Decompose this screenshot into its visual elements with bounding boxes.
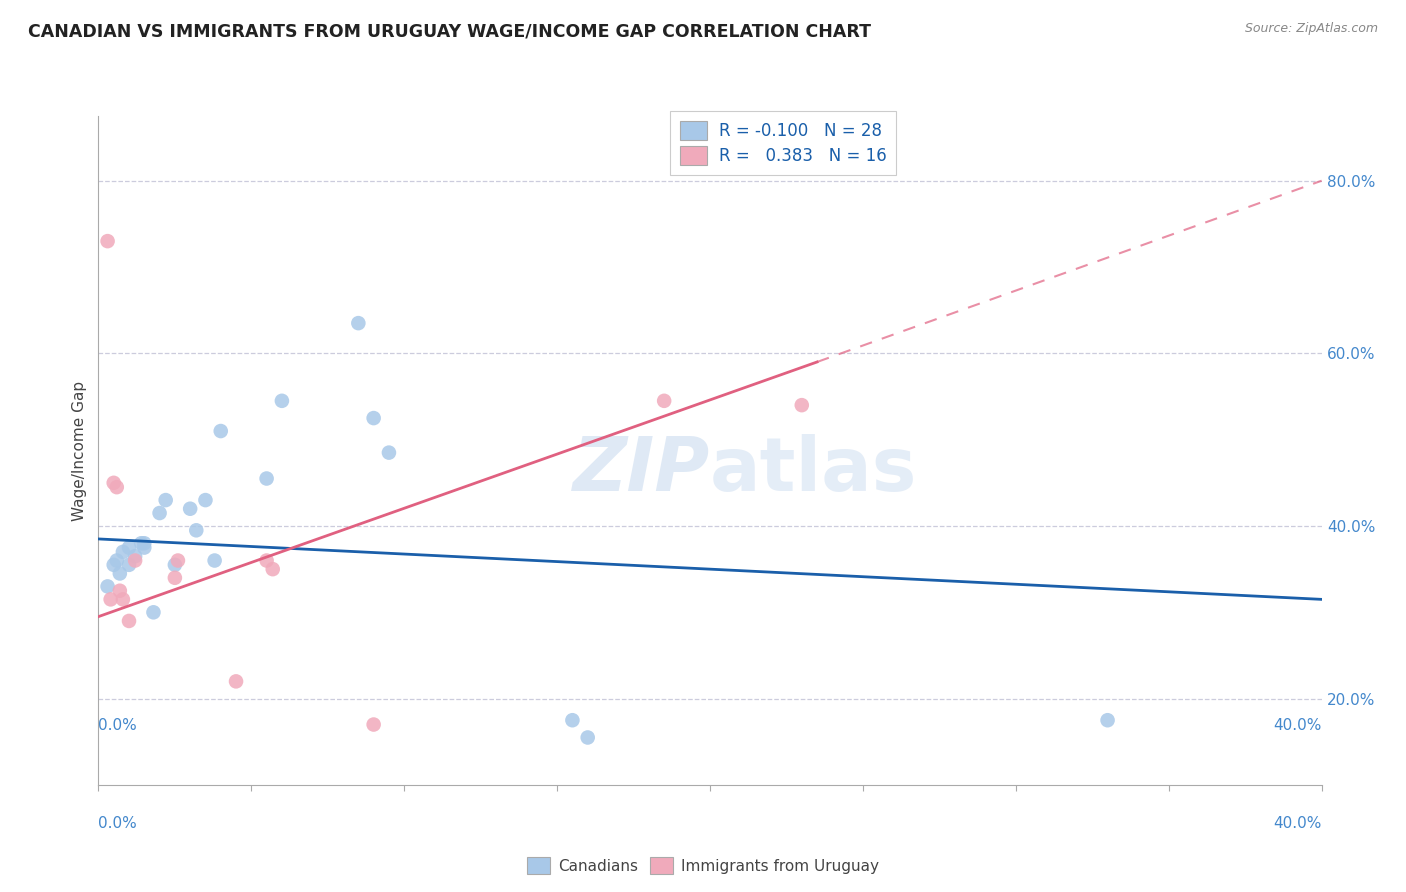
Point (149, 506, 172, 520)
Text: Source: ZipAtlas.com: Source: ZipAtlas.com (1244, 22, 1378, 36)
Point (105, 480, 128, 494)
Point (167, 553, 190, 567)
Y-axis label: Wage/Income Gap: Wage/Income Gap (72, 380, 87, 521)
Point (347, 316, 370, 330)
Point (134, 541, 156, 555)
Point (134, 536, 156, 550)
Text: atlas: atlas (710, 434, 917, 507)
Point (108, 566, 131, 581)
Point (262, 562, 284, 576)
Point (163, 571, 186, 585)
Point (256, 471, 278, 485)
Text: 40.0%: 40.0% (1274, 718, 1322, 733)
Point (124, 553, 146, 567)
Point (363, 717, 385, 731)
Point (118, 558, 141, 572)
Point (363, 411, 385, 425)
Point (129, 536, 152, 550)
Point (194, 493, 217, 508)
Point (100, 592, 122, 607)
Point (652, 393, 675, 408)
Point (270, 393, 292, 408)
Point (209, 424, 232, 438)
Point (97, 579, 120, 593)
Point (576, 731, 599, 745)
Point (118, 541, 141, 555)
Point (186, 524, 208, 538)
Point (256, 553, 278, 567)
Point (108, 583, 131, 598)
Point (1097, 713, 1119, 727)
Point (204, 553, 226, 567)
Point (225, 674, 247, 689)
Point (111, 592, 134, 607)
Text: 0.0%: 0.0% (98, 718, 138, 733)
Point (790, 398, 813, 412)
Point (561, 713, 583, 727)
Point (163, 558, 186, 572)
Point (124, 549, 146, 564)
Point (111, 545, 134, 559)
Point (97, 234, 120, 248)
Point (103, 558, 125, 572)
Point (179, 501, 201, 516)
Legend: R = -0.100   N = 28, R =   0.383   N = 16: R = -0.100 N = 28, R = 0.383 N = 16 (671, 111, 897, 175)
Text: 0.0%: 0.0% (98, 816, 138, 831)
Point (155, 493, 177, 508)
Point (142, 605, 165, 619)
Text: 40.0%: 40.0% (1274, 816, 1322, 831)
Point (118, 614, 141, 628)
Legend: Canadians, Immigrants from Uruguay: Canadians, Immigrants from Uruguay (522, 851, 884, 880)
Point (105, 553, 128, 567)
Text: CANADIAN VS IMMIGRANTS FROM URUGUAY WAGE/INCOME GAP CORRELATION CHART: CANADIAN VS IMMIGRANTS FROM URUGUAY WAGE… (28, 22, 872, 40)
Point (378, 445, 401, 459)
Point (103, 475, 125, 490)
Text: ZIP: ZIP (572, 434, 710, 507)
